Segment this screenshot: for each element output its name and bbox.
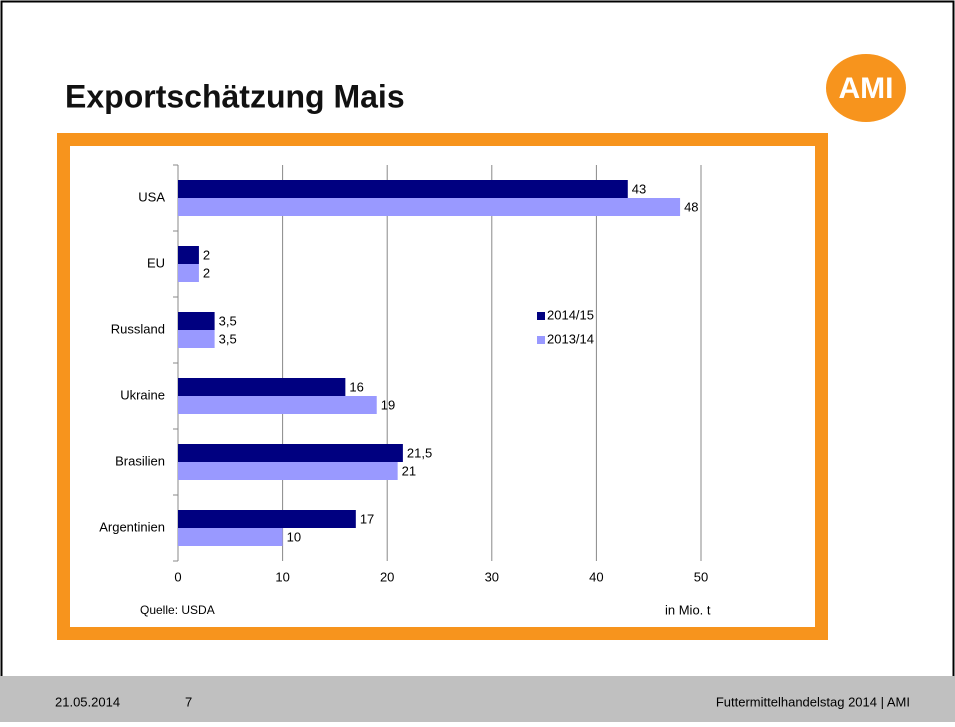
data-label: 21,5 bbox=[407, 445, 432, 460]
y-tick-label: Ukraine bbox=[120, 387, 165, 402]
x-tick-label: 30 bbox=[485, 569, 499, 584]
bar bbox=[178, 264, 199, 282]
footer bbox=[0, 676, 955, 722]
legend-swatch bbox=[537, 336, 545, 344]
slide-border bbox=[0, 0, 955, 676]
bar bbox=[178, 396, 377, 414]
x-tick-label: 40 bbox=[589, 569, 603, 584]
legend-label: 2013/14 bbox=[547, 331, 594, 346]
x-tick-label: 0 bbox=[174, 569, 181, 584]
x-tick-label: 20 bbox=[380, 569, 394, 584]
data-label: 2 bbox=[203, 247, 210, 262]
data-label: 21 bbox=[402, 463, 416, 478]
bar bbox=[178, 528, 283, 546]
data-label: 2 bbox=[203, 265, 210, 280]
plot: 0 10 20 30 40 50 USA 43 48 EU 2 2 Russland 3,5 3,5 Ukra… bbox=[99, 164, 708, 584]
legend-label: 2014/15 bbox=[547, 307, 594, 322]
legend-swatch bbox=[537, 312, 545, 320]
data-label: 43 bbox=[632, 181, 646, 196]
data-label: 19 bbox=[381, 397, 395, 412]
bar bbox=[178, 312, 215, 330]
bar bbox=[178, 180, 628, 198]
unit-label: in Mio. t bbox=[665, 602, 711, 617]
data-label: 10 bbox=[287, 529, 301, 544]
slide-title: Exportschätzung Mais bbox=[65, 78, 405, 114]
logo-text: AMI bbox=[839, 72, 894, 105]
data-label: 16 bbox=[349, 379, 363, 394]
data-label: 48 bbox=[684, 199, 698, 214]
x-tick-label: 10 bbox=[275, 569, 289, 584]
y-tick-label: Brasilien bbox=[115, 453, 165, 468]
data-label: 3,5 bbox=[219, 313, 237, 328]
y-tick-label: USA bbox=[138, 189, 165, 204]
bar bbox=[178, 246, 199, 264]
data-label: 3,5 bbox=[219, 331, 237, 346]
y-tick-label: EU bbox=[147, 255, 165, 270]
logo bbox=[826, 54, 906, 122]
bar bbox=[178, 378, 346, 396]
bar bbox=[178, 444, 403, 462]
bar bbox=[178, 330, 215, 348]
bar bbox=[178, 198, 681, 216]
x-tick-label: 50 bbox=[694, 569, 708, 584]
y-tick-label: Russland bbox=[111, 321, 165, 336]
footer-date: 21.05.2014 bbox=[55, 694, 120, 709]
footer-page: 7 bbox=[185, 694, 192, 709]
source: Quelle: USDA bbox=[140, 603, 215, 617]
bar bbox=[178, 510, 356, 528]
bar bbox=[178, 462, 398, 480]
y-tick-label: Argentinien bbox=[99, 519, 165, 534]
data-label: 17 bbox=[360, 511, 374, 526]
footer-event: Futtermittelhandelstag 2014 | AMI bbox=[716, 694, 910, 709]
